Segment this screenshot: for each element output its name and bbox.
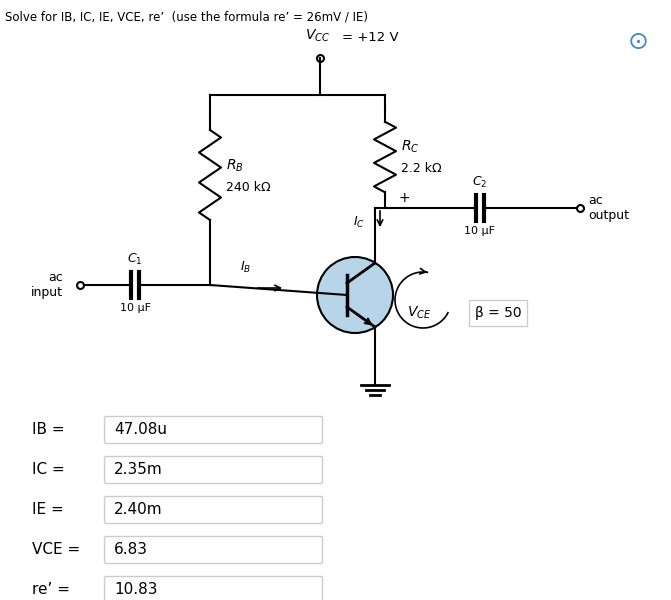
Text: $V_{CE}$: $V_{CE}$ (407, 305, 431, 321)
FancyBboxPatch shape (105, 497, 323, 523)
FancyBboxPatch shape (105, 416, 323, 443)
Text: IE =: IE = (32, 503, 68, 517)
Text: 10 μF: 10 μF (119, 303, 150, 313)
Text: re’ =: re’ = (32, 583, 75, 598)
Text: ⊙: ⊙ (627, 30, 648, 54)
Circle shape (317, 257, 393, 333)
Text: $R_C$: $R_C$ (401, 139, 419, 155)
Text: = +12 V: = +12 V (342, 31, 399, 44)
Text: VCE =: VCE = (32, 542, 85, 557)
Text: $R_B$: $R_B$ (226, 157, 244, 174)
Text: +: + (399, 191, 411, 205)
Text: ac
input: ac input (31, 271, 63, 299)
Text: 2.35m: 2.35m (114, 463, 163, 478)
Text: IC =: IC = (32, 463, 70, 478)
Text: Solve for IB, IC, IE, VCE, re’  (use the formula re’ = 26mV / IE): Solve for IB, IC, IE, VCE, re’ (use the … (5, 10, 368, 23)
Text: 47.08u: 47.08u (114, 422, 167, 437)
Text: 240 kΩ: 240 kΩ (226, 181, 270, 194)
Text: $I_C$: $I_C$ (353, 214, 365, 230)
FancyBboxPatch shape (105, 577, 323, 600)
Text: ac
output: ac output (588, 194, 629, 222)
Text: 10 μF: 10 μF (464, 226, 495, 236)
Text: 2.40m: 2.40m (114, 503, 162, 517)
Text: $I_B$: $I_B$ (240, 259, 251, 275)
FancyBboxPatch shape (105, 536, 323, 563)
Text: $C_1$: $C_1$ (127, 252, 143, 267)
Text: IB =: IB = (32, 422, 70, 437)
Text: β = 50: β = 50 (475, 306, 521, 320)
Text: 2.2 kΩ: 2.2 kΩ (401, 163, 442, 175)
Text: $V_{CC}$: $V_{CC}$ (305, 28, 331, 44)
Text: 6.83: 6.83 (114, 542, 148, 557)
Text: 10.83: 10.83 (114, 583, 158, 598)
Text: $C_2$: $C_2$ (472, 175, 488, 190)
FancyBboxPatch shape (105, 457, 323, 484)
